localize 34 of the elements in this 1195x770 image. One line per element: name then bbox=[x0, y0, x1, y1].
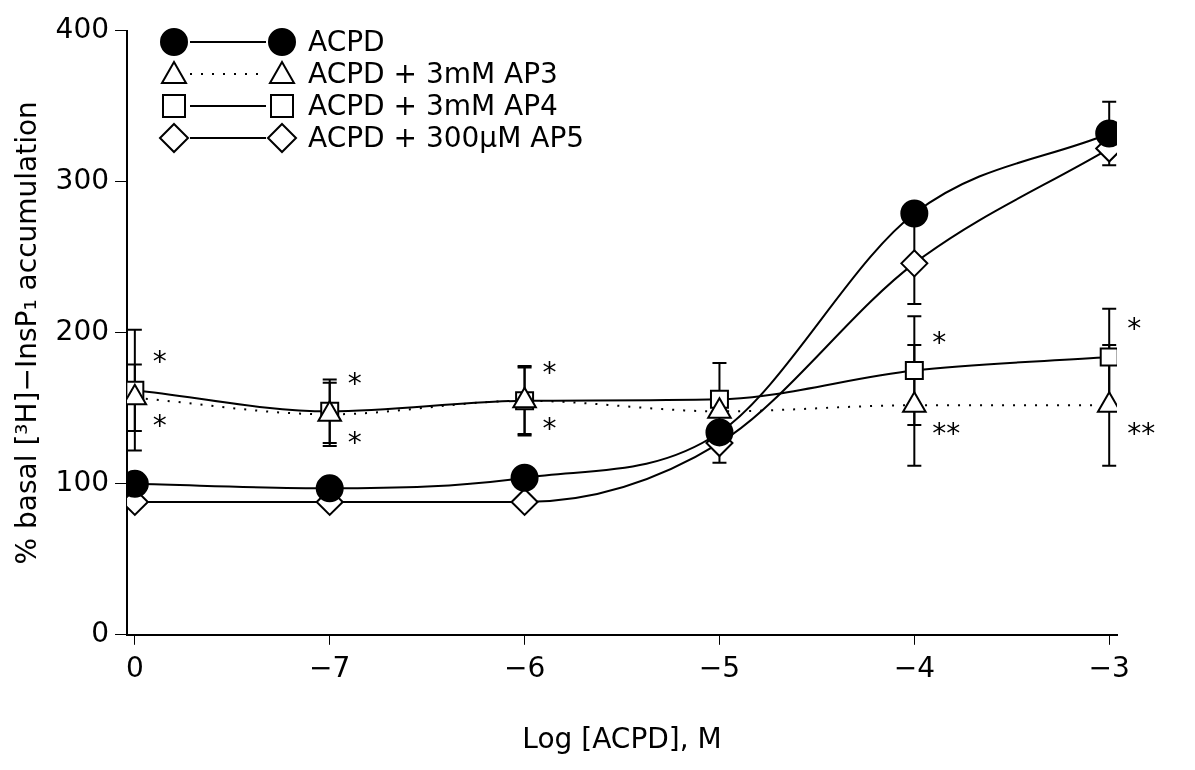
legend-label: ACPD + 300μM AP5 bbox=[308, 121, 585, 154]
legend-label: ACPD + 3mM AP4 bbox=[308, 89, 558, 122]
x-tick-label: −5 bbox=[698, 650, 741, 684]
legend-label: ACPD bbox=[308, 25, 385, 58]
annotation: * bbox=[932, 325, 947, 359]
x-tick-label: −4 bbox=[893, 650, 935, 684]
legend-label: ACPD + 3mM AP3 bbox=[308, 57, 558, 90]
annotation: ** bbox=[1127, 416, 1156, 450]
annotation: * bbox=[152, 409, 167, 443]
x-tick-label: −3 bbox=[1088, 650, 1130, 684]
x-tick-label: 0 bbox=[125, 650, 144, 684]
point bbox=[904, 361, 924, 381]
annotation: * bbox=[347, 366, 362, 400]
annotation: * bbox=[152, 345, 167, 379]
x-tick-label: −7 bbox=[309, 650, 351, 684]
annotation: * bbox=[542, 356, 557, 390]
y-tick-label: 100 bbox=[55, 465, 110, 499]
y-axis-title: % basal [³H]−InsP₁ accumulation bbox=[10, 101, 44, 565]
annotation: * bbox=[347, 425, 362, 459]
point bbox=[900, 249, 929, 278]
point bbox=[315, 474, 344, 503]
point bbox=[900, 199, 929, 228]
annotation: * bbox=[542, 412, 557, 446]
point bbox=[705, 418, 734, 447]
x-tick-label: −6 bbox=[503, 650, 546, 684]
x-axis-title: Log [ACPD], M bbox=[522, 722, 722, 756]
annotation: ** bbox=[932, 416, 961, 450]
y-tick-label: 300 bbox=[55, 163, 110, 197]
annotation: * bbox=[1127, 312, 1142, 346]
y-tick-label: 200 bbox=[55, 314, 110, 348]
y-tick-label: 400 bbox=[55, 12, 110, 46]
y-tick-label: 0 bbox=[91, 616, 110, 650]
point bbox=[510, 463, 539, 492]
point bbox=[1099, 347, 1117, 367]
